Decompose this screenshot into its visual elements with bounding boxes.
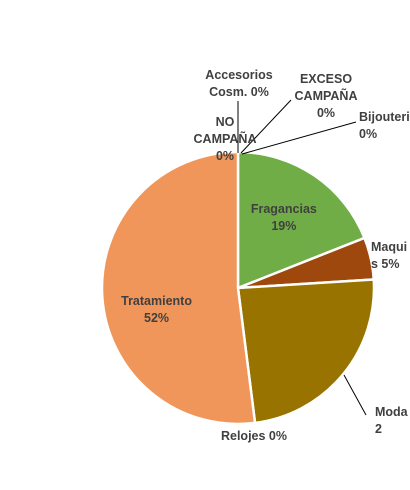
- data-label-moda: Moda 2: [375, 405, 409, 436]
- data-label-no-campana: NO CAMPAÑA 0%: [194, 115, 257, 163]
- slice-fragancias: [236, 150, 367, 290]
- data-label-tratamiento: Tratamiento 52%: [121, 294, 192, 325]
- data-label-bijouteri: Bijouteri 0%: [359, 110, 410, 141]
- data-label-maquillaje: Maqui s 5%: [371, 240, 407, 271]
- data-label-fragancias: Fragancias 19%: [251, 202, 317, 233]
- leader-lines: [237, 99, 367, 416]
- data-label-relojes: Relojes 0%: [221, 429, 287, 443]
- slice-moda: [236, 278, 376, 425]
- slice-tratamiento: [100, 150, 257, 426]
- data-label-exceso-campana: EXCESO CAMPAÑA 0%: [295, 72, 358, 120]
- leader-line-moda: [343, 374, 367, 416]
- leader-line-bijouteri: [241, 121, 357, 155]
- pie-slices: [100, 150, 376, 426]
- leader-line-exceso-campana: [240, 99, 292, 154]
- slice-labels: EXCESO CAMPAÑA 0% Bijouteri 0% Fragancias 19% M…: [121, 68, 410, 443]
- data-label-accesorios-cosm: Accesorios Cosm. 0%: [205, 68, 272, 99]
